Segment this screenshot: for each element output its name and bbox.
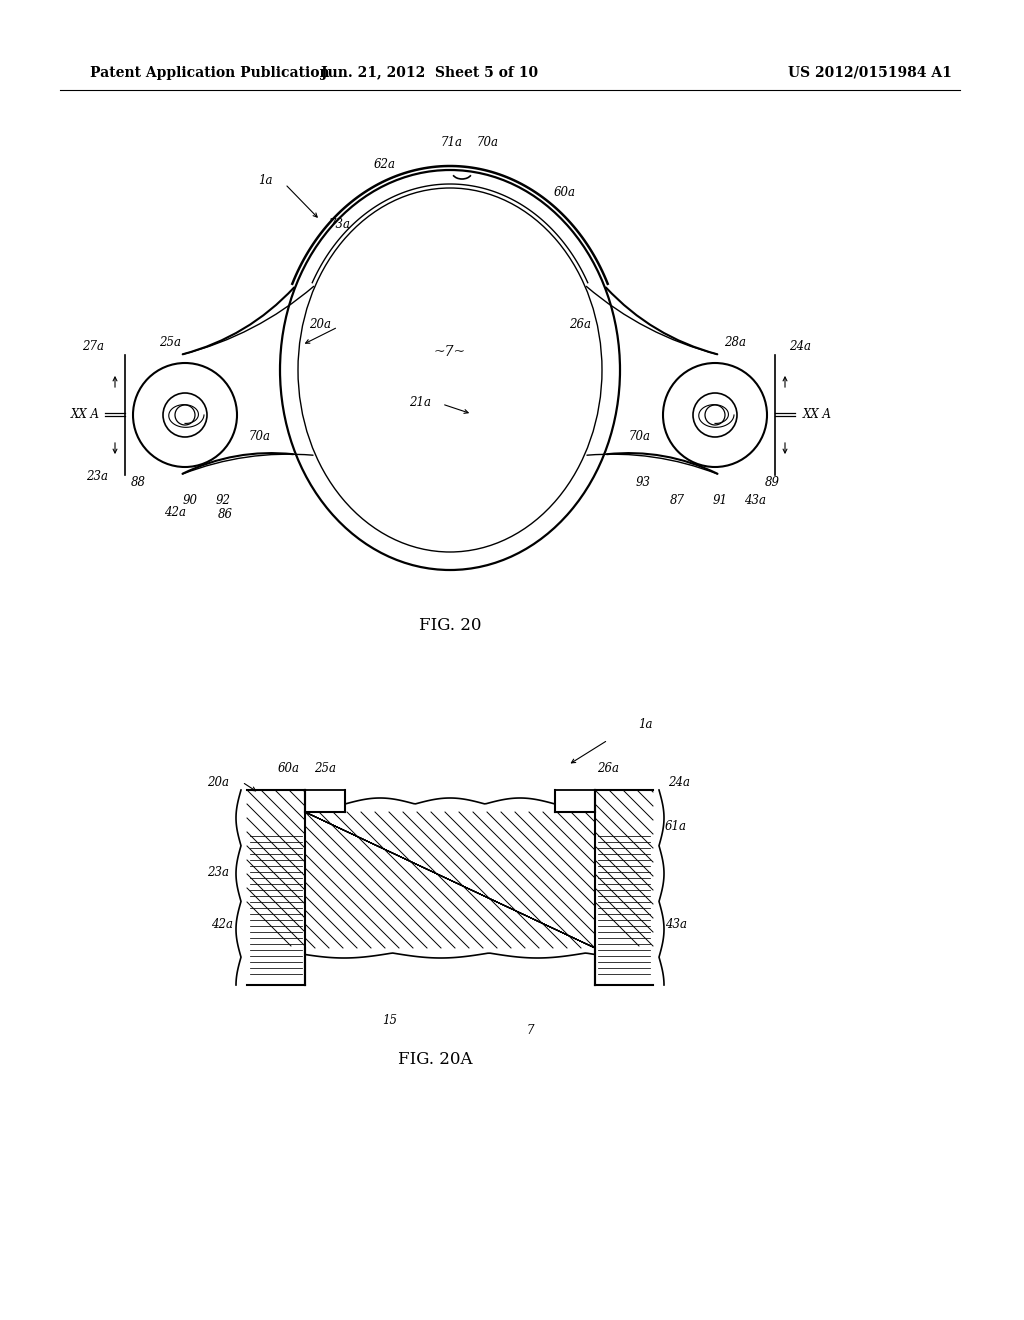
Text: 21a: 21a [409, 396, 431, 408]
Text: 70a: 70a [249, 430, 271, 444]
Bar [305, 812, 595, 948]
Text: 42a: 42a [211, 919, 233, 932]
Text: 92: 92 [215, 494, 230, 507]
Text: 91: 91 [713, 494, 727, 507]
Text: 90: 90 [182, 494, 198, 507]
Text: ~7~: ~7~ [434, 345, 466, 359]
Text: 25a: 25a [159, 337, 181, 350]
Text: 87: 87 [670, 494, 684, 507]
Text: FIG. 20: FIG. 20 [419, 616, 481, 634]
Text: 20a: 20a [207, 776, 229, 788]
Text: US 2012/0151984 A1: US 2012/0151984 A1 [788, 66, 952, 81]
Text: 71a: 71a [441, 136, 463, 149]
Text: 28a: 28a [724, 337, 746, 350]
Text: 86: 86 [217, 508, 232, 521]
Text: 27a: 27a [82, 341, 104, 354]
Text: FIG. 20A: FIG. 20A [397, 1052, 472, 1068]
Text: 24a: 24a [668, 776, 690, 788]
Text: 43a: 43a [744, 494, 766, 507]
Text: 23a: 23a [86, 470, 108, 483]
Text: 24a: 24a [790, 341, 811, 354]
Text: 62a: 62a [374, 158, 396, 172]
Text: 25a: 25a [314, 762, 336, 775]
Text: 42a: 42a [164, 507, 186, 520]
Text: 70a: 70a [629, 430, 651, 444]
Text: 89: 89 [765, 477, 779, 490]
Text: 15: 15 [383, 1014, 397, 1027]
Text: Patent Application Publication: Patent Application Publication [90, 66, 330, 81]
Bar [232, 770, 668, 1005]
Text: 7: 7 [526, 1023, 534, 1036]
Text: Jun. 21, 2012  Sheet 5 of 10: Jun. 21, 2012 Sheet 5 of 10 [322, 66, 539, 81]
Text: 70a: 70a [477, 136, 499, 149]
Text: 1a: 1a [258, 173, 272, 186]
Text: XX A: XX A [803, 408, 831, 421]
Text: 1a: 1a [638, 718, 652, 731]
Text: 61a: 61a [665, 821, 687, 833]
Text: 60a: 60a [554, 186, 575, 198]
Text: XX A: XX A [71, 408, 100, 421]
Text: 23a: 23a [207, 866, 229, 879]
Text: 26a: 26a [597, 762, 618, 775]
Text: 60a: 60a [278, 762, 300, 775]
Text: 20a: 20a [309, 318, 331, 331]
Text: 93: 93 [636, 477, 650, 490]
Text: 88: 88 [130, 477, 145, 490]
Text: 26a: 26a [569, 318, 591, 331]
Text: 73a: 73a [329, 219, 351, 231]
Text: 43a: 43a [665, 919, 687, 932]
